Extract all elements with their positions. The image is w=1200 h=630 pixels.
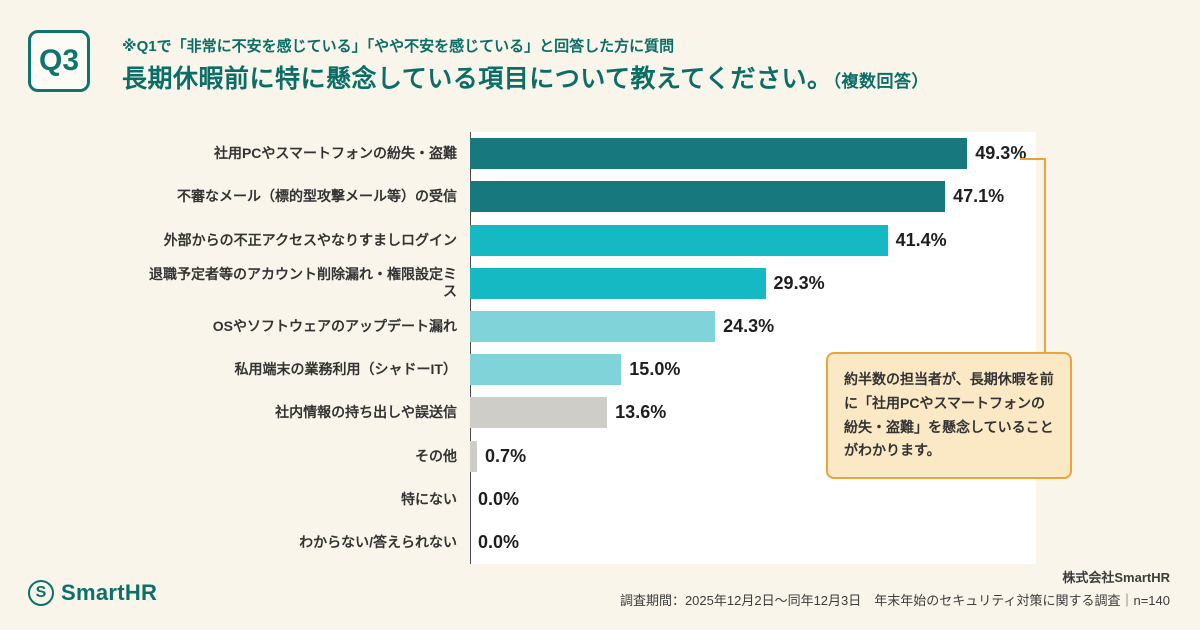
value-label: 49.3% [975,143,1027,164]
category-label: わからない/答えられない [299,534,457,551]
chart-row: その他 0.7% [140,434,1050,477]
chart-row: 社用PCやスマートフォンの紛失・盗難 49.3% [140,132,1050,175]
category-label: 退職予定者等のアカウント削除漏れ・権限設定ミス [149,266,457,300]
bar [470,267,766,299]
bar [470,181,946,213]
bar-track: 49.3% [470,132,1050,175]
chart-row: 外部からの不正アクセスやなりすましログイン 41.4% [140,218,1050,261]
chart-row: 私用端末の業務利用（シャドーIT） 15.0% [140,348,1050,391]
value-label: 47.1% [953,186,1005,207]
value-label: 41.4% [895,229,947,250]
bar [470,224,888,256]
insight-callout: 約半数の担当者が、長期休暇を前に「社用PCやスマートフォンの紛失・盗難」を懸念し… [826,352,1072,480]
callout-connector-horizontal [1020,158,1046,160]
bar-track: 0.7% [470,434,1050,477]
bar [470,138,968,170]
category-label: 私用端末の業務利用（シャドーIT） [234,361,457,378]
page-title-suffix: （複数回答） [832,72,930,91]
callout-connector-vertical [1044,158,1046,354]
category-label: 社用PCやスマートフォンの紛失・盗難 [213,145,457,162]
category-label: OSやソフトウェアのアップデート漏れ [212,318,457,335]
category-label: 外部からの不正アクセスやなりすましログイン [163,231,457,248]
bar-track: 0.0% [470,521,1050,564]
bar [470,440,478,472]
bar-track: 0.0% [470,478,1050,521]
company-name: 株式会社SmartHR [1062,570,1170,585]
question-note: ※Q1で「非常に不安を感じている」「やや不安を感じている」と回答した方に質問 [122,38,675,55]
category-label: 社内情報の持ち出しや誤送信 [275,404,457,421]
chart-row: OSやソフトウェアのアップデート漏れ 24.3% [140,305,1050,348]
smarthr-logo-icon: S [28,580,54,606]
category-label: 不審なメール（標的型攻撃メール等）の受信 [177,188,457,205]
chart-row: 社内情報の持ち出しや誤送信 13.6% [140,391,1050,434]
bar-track: 15.0% [470,348,1050,391]
bar-track: 24.3% [470,305,1050,348]
category-label: 特にない [401,490,457,507]
value-label: 0.7% [485,445,527,466]
bar-track: 13.6% [470,391,1050,434]
chart-row: 不審なメール（標的型攻撃メール等）の受信 47.1% [140,175,1050,218]
chart-row: 退職予定者等のアカウント削除漏れ・権限設定ミス 29.3% [140,262,1050,305]
page-title-text: 長期休暇前に特に懸念している項目について教えてください。 [122,65,833,93]
value-label: 0.0% [478,488,520,509]
chart-row: わからない/答えられない 0.0% [140,521,1050,564]
smarthr-logo: S SmartHR [28,580,157,606]
chart-row: 特にない 0.0% [140,478,1050,521]
question-badge: Q3 [28,30,90,92]
bar [470,397,608,429]
survey-info: 調査期間：2025年12月2日〜同年12月3日 年末年始のセキュリティ対策に関す… [619,593,1170,608]
value-label: 0.0% [478,531,520,552]
value-label: 24.3% [723,315,775,336]
bar-track: 41.4% [470,218,1050,261]
bar-track: 47.1% [470,175,1050,218]
page-title: 長期休暇前に特に懸念している項目について教えてください。（複数回答） [122,59,929,95]
value-label: 13.6% [615,402,667,423]
smarthr-logo-text: SmartHR [61,580,158,605]
category-label: その他 [415,447,457,464]
value-label: 29.3% [773,272,825,293]
value-label: 15.0% [629,359,681,380]
chart-rows: 社用PCやスマートフォンの紛失・盗難 49.3% 不審なメール（標的型攻撃メール等）… [140,132,1050,564]
bar [470,310,716,342]
bar [470,354,622,386]
bar-track: 29.3% [470,262,1050,305]
